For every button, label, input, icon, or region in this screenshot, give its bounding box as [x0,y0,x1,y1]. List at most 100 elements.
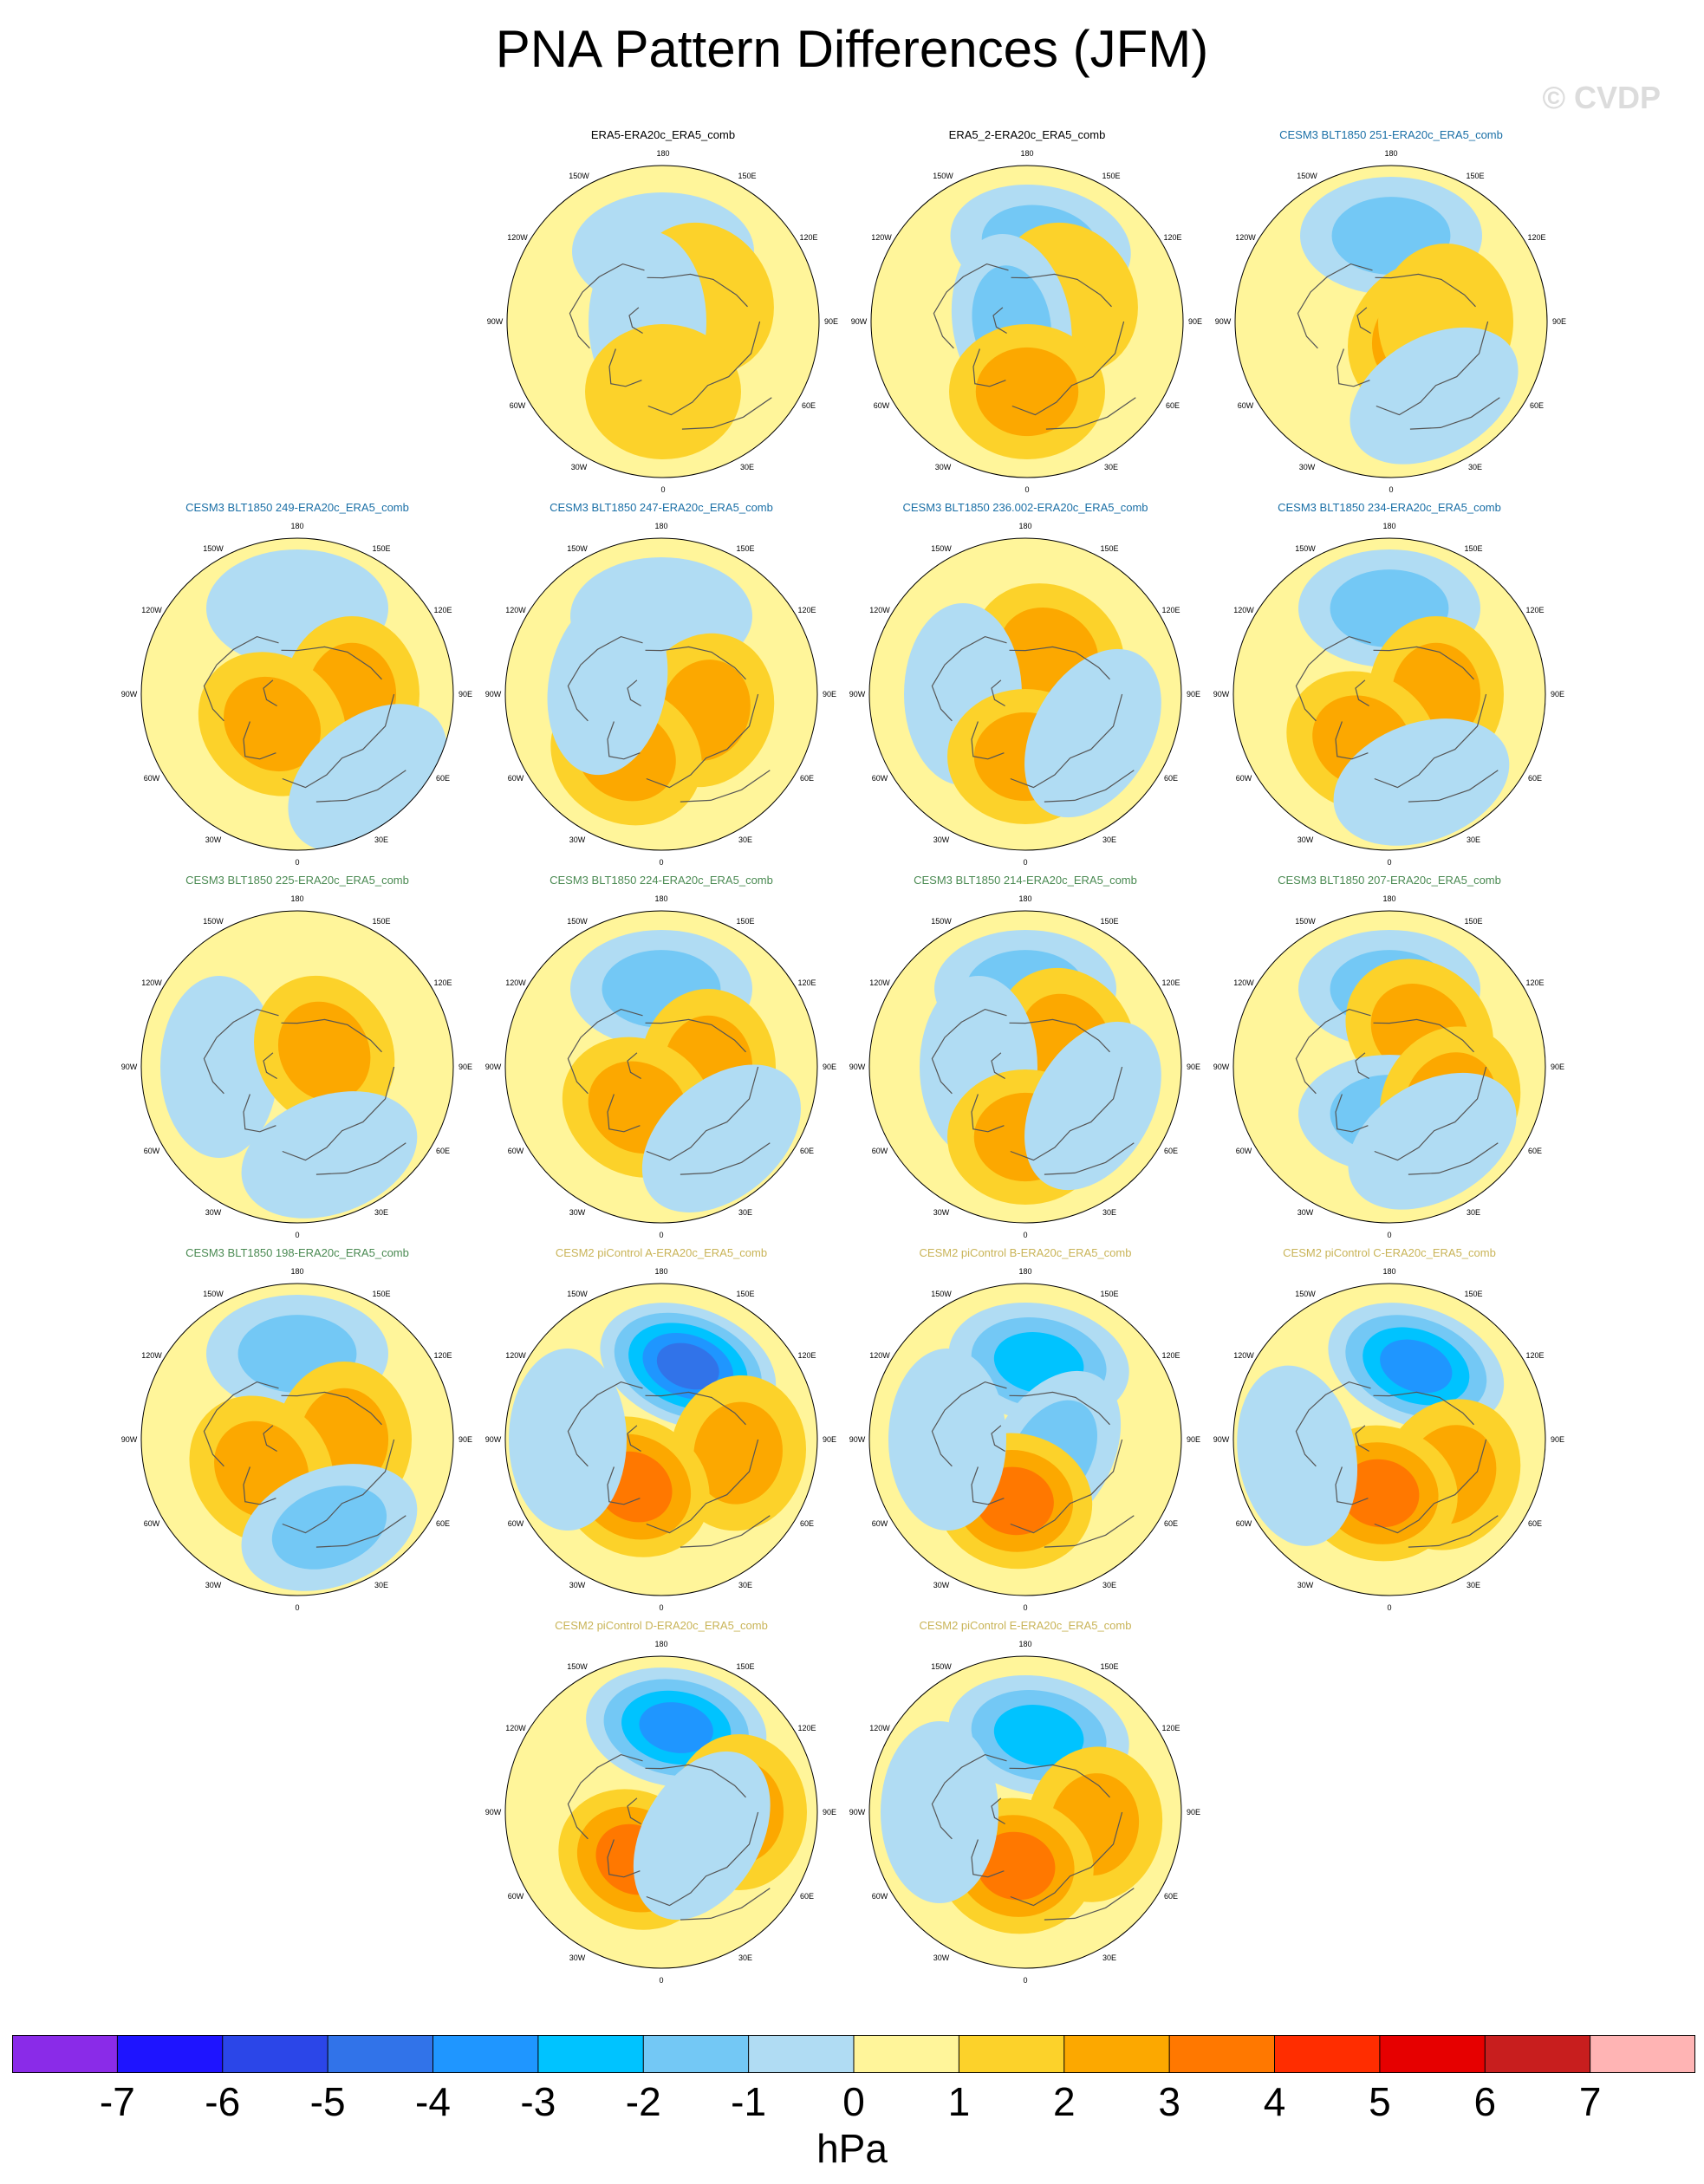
longitude-label: 0 [1023,1976,1027,1985]
panel-title: CESM3 BLT1850 207-ERA20c_ERA5_comb [1278,874,1501,887]
longitude-label: 150E [1464,917,1482,926]
longitude-label: 120E [797,606,816,614]
longitude-label: 150E [736,544,754,553]
polar-map: 180 150E 120E 90E 60E 30E 0 30W 60W 90W 120W 150W [487,149,838,494]
map-panel: CESM3 BLT1850 251-ERA20c_ERA5_comb 180 150… [1209,128,1573,501]
longitude-label: 60W [508,774,524,783]
longitude-label: 30W [571,463,588,471]
longitude-label: 120W [505,1724,526,1732]
longitude-label: 60E [1164,1519,1178,1528]
coastline [203,1008,279,1095]
map-border [868,1283,1182,1596]
coastline [567,1008,643,1095]
coastline [1295,1008,1371,1095]
map-border [140,1283,454,1596]
colorbar-swatch [1590,2035,1695,2073]
anomaly-contour [1333,718,1510,846]
polar-map: 180 150E 120E 90E 60E 30E 0 30W 60W 90W 120W 150W [849,1640,1200,1985]
coastline [646,1066,759,1161]
longitude-label: 180 [1020,149,1033,158]
map-border [504,1655,818,1969]
longitude-label: 60W [872,1892,888,1901]
longitude-label: 90E [459,690,472,699]
colorbar-tick-label: -6 [205,2079,241,2124]
coastline [1010,1066,1123,1161]
longitude-label: 150E [1464,1290,1482,1298]
longitude-label: 30W [1298,1208,1314,1217]
longitude-label: 150E [1102,172,1120,180]
longitude-label: 120E [1525,978,1544,987]
longitude-label: 180 [1018,894,1031,903]
panel-title: CESM3 BLT1850 234-ERA20c_ERA5_comb [1278,501,1501,514]
longitude-label: 90W [121,1435,138,1444]
longitude-label: 120E [797,1724,816,1732]
coastline [991,1052,1005,1080]
longitude-label: 90E [1187,1063,1200,1071]
polar-map: 180 150E 120E 90E 60E 30E 0 30W 60W 90W 120W 150W [1215,149,1566,494]
longitude-label: 0 [295,1231,299,1239]
coastline [1044,1888,1135,1921]
longitude-label: 60W [874,401,890,410]
longitude-label: 30W [1298,1581,1314,1589]
coastline [931,1753,1007,1840]
anomaly-contour [509,1349,627,1531]
anomaly-contour [641,1064,801,1212]
longitude-label: 0 [1387,858,1391,867]
coastline [282,1066,395,1161]
map-panel: CESM3 BLT1850 225-ERA20c_ERA5_comb 180 150… [115,874,479,1246]
longitude-label: 120E [1525,1351,1544,1360]
map-border [140,537,454,851]
longitude-label: 30E [374,835,388,844]
map-panel: CESM2 piControl D-ERA20c_ERA5_comb 180 150… [479,1619,843,1992]
map-panel: ERA5_2-ERA20c_ERA5_comb 180 150E 120E 90E 60E… [845,128,1209,501]
longitude-label: 60W [872,1147,888,1155]
map-panel: CESM3 BLT1850 234-ERA20c_ERA5_comb 180 150… [1207,501,1571,874]
longitude-label: 150W [567,544,588,553]
longitude-label: 180 [656,149,669,158]
longitude-label: 120E [1525,606,1544,614]
longitude-label: 120E [797,1351,816,1360]
coastline [1374,693,1487,789]
panel-title: CESM3 BLT1850 251-ERA20c_ERA5_comb [1279,128,1503,141]
coastline [281,646,382,680]
longitude-label: 30E [374,1581,388,1589]
coastline [1011,321,1125,416]
coastline [992,307,1007,335]
longitude-label: 0 [1023,1603,1027,1612]
longitude-label: 60W [144,1147,160,1155]
panel-title: CESM3 BLT1850 236.002-ERA20c_ERA5_comb [902,501,1148,514]
longitude-label: 0 [659,1603,663,1612]
longitude-label: 60E [1164,1892,1178,1901]
coastline [607,1094,641,1133]
coastline [263,1425,277,1453]
longitude-label: 180 [1384,149,1397,158]
polar-map: 180 150E 120E 90E 60E 30E 0 30W 60W 90W 120W 150W [485,522,836,867]
anomaly-contour [1340,1459,1420,1528]
colorbar-tick-label: 4 [1263,2079,1286,2124]
longitude-label: 180 [290,522,303,530]
coastline [1010,1439,1123,1534]
colorbar-tick-label: 1 [947,2079,971,2124]
coastline [647,321,761,416]
longitude-label: 150E [736,917,754,926]
colorbar-swatch [1274,2035,1381,2073]
anomaly-contour [547,594,668,776]
anomaly-contour [1380,1339,1453,1394]
longitude-label: 150W [203,917,224,926]
longitude-label: 60W [872,1519,888,1528]
longitude-label: 30W [933,1953,950,1962]
anomaly-contour [656,1342,719,1390]
panel-title: CESM3 BLT1850 224-ERA20c_ERA5_comb [550,874,773,887]
map-border [504,910,818,1224]
longitude-label: 60E [436,1147,450,1155]
polar-map: 180 150E 120E 90E 60E 30E 0 30W 60W 90W 120W 150W [849,894,1200,1239]
map-border [868,1655,1182,1969]
polar-map: 180 150E 120E 90E 60E 30E 0 30W 60W 90W 120W 150W [1213,894,1564,1239]
panel-title: CESM3 BLT1850 249-ERA20c_ERA5_comb [185,501,409,514]
longitude-label: 120W [1235,233,1256,242]
panel-title: ERA5-ERA20c_ERA5_comb [590,128,736,141]
longitude-label: 30W [933,1208,950,1217]
longitude-label: 180 [1018,522,1031,530]
coastline [646,1439,759,1534]
longitude-label: 120W [1233,1351,1254,1360]
